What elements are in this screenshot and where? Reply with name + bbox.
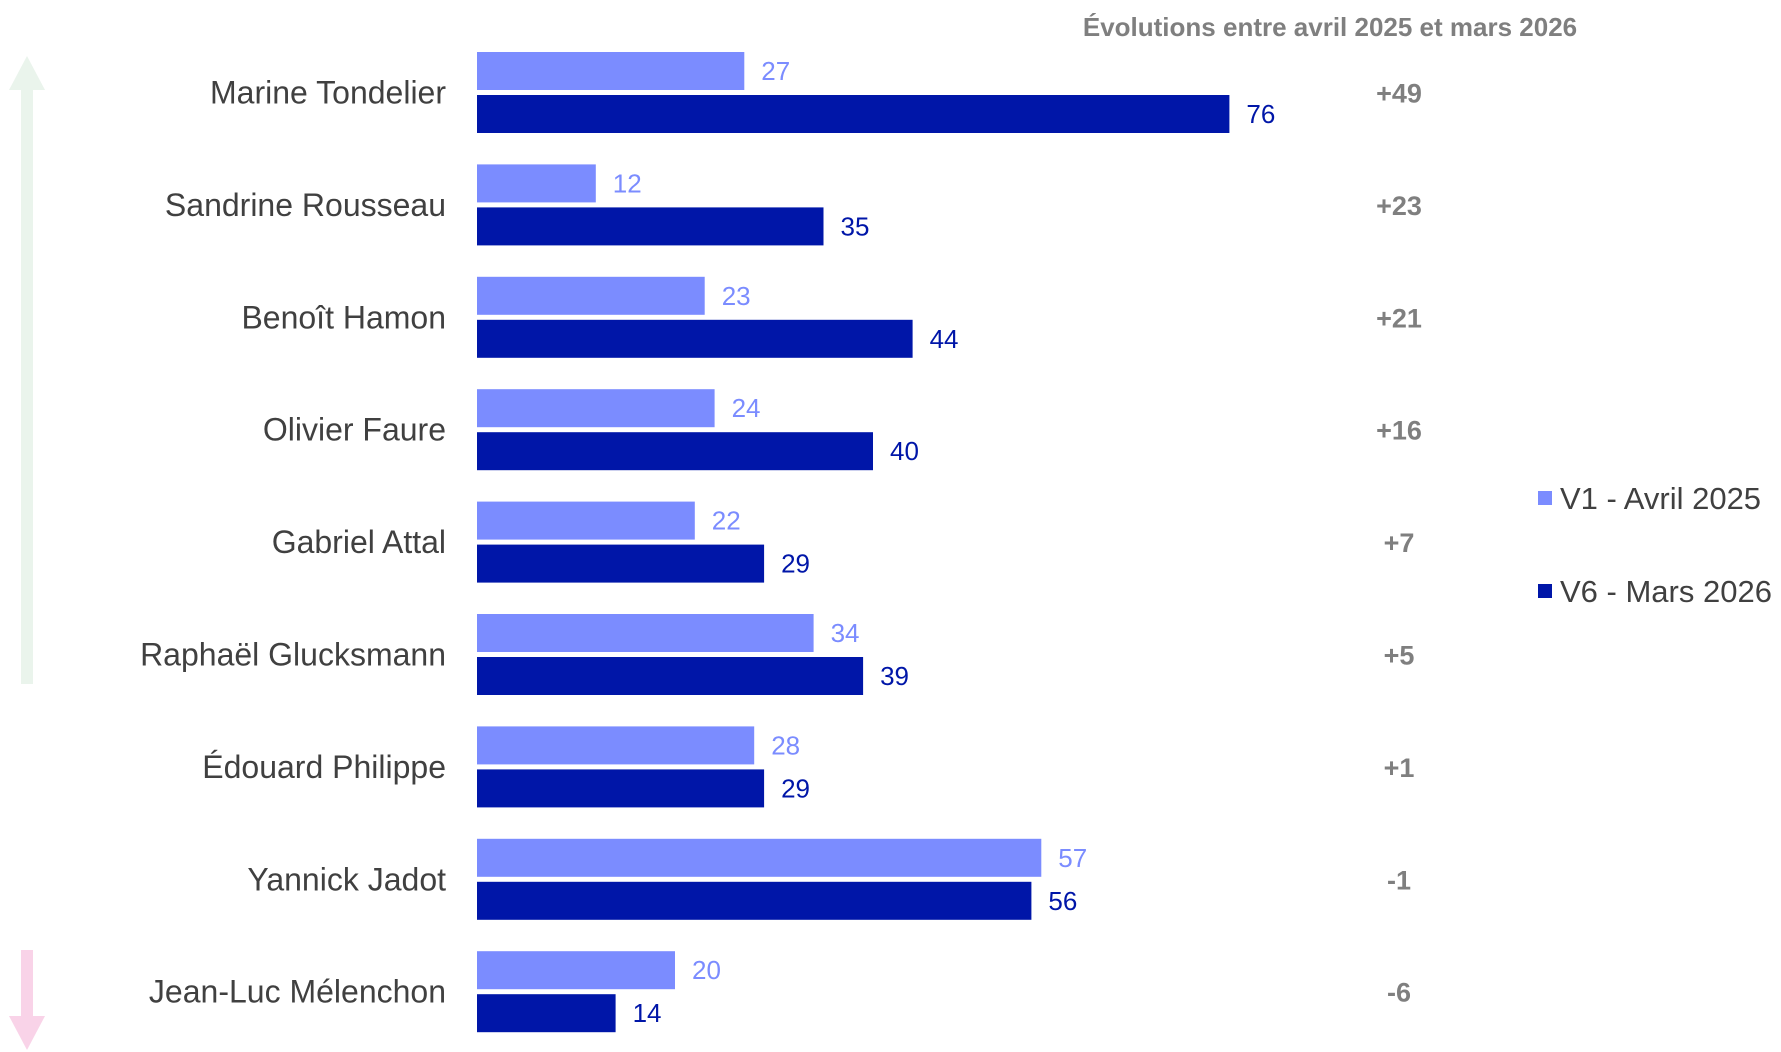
up-arrow-head [9, 56, 45, 90]
bar [477, 95, 1230, 133]
data-label: 23 [722, 281, 751, 311]
bar [477, 769, 765, 808]
data-label: 22 [712, 506, 741, 536]
data-label: 76 [1246, 99, 1275, 129]
up-arrow [21, 86, 33, 684]
evolution-value: +16 [1376, 416, 1422, 446]
legend-label: V6 - Mars 2026 [1560, 574, 1772, 609]
legend-swatch [1538, 584, 1552, 598]
bar [477, 52, 745, 90]
bar [477, 207, 824, 246]
bar [477, 501, 695, 540]
data-label: 40 [890, 436, 919, 466]
data-label: 29 [781, 549, 810, 579]
evolution-value: +49 [1376, 79, 1422, 109]
evolution-value: +23 [1376, 191, 1422, 221]
category-label: Jean-Luc Mélenchon [149, 974, 446, 1010]
evolution-value: -1 [1387, 865, 1411, 895]
bar [477, 994, 616, 1033]
data-label: 44 [930, 324, 959, 354]
category-label: Benoît Hamon [241, 299, 446, 335]
category-label: Marine Tondelier [210, 75, 446, 111]
bar [477, 164, 596, 203]
bar [477, 276, 705, 315]
bar [477, 319, 913, 358]
category-label: Yannick Jadot [247, 861, 446, 897]
bar [477, 838, 1042, 877]
bar [477, 657, 864, 695]
legend-label: V1 - Avril 2025 [1560, 481, 1761, 516]
down-arrow-head [9, 1016, 45, 1050]
data-label: 14 [633, 998, 662, 1028]
data-label: 56 [1048, 886, 1077, 916]
down-arrow [21, 950, 33, 1020]
bar [477, 544, 765, 583]
evolution-value: +7 [1384, 528, 1415, 558]
bar [477, 432, 873, 471]
data-label: 24 [732, 393, 761, 423]
bar [477, 726, 755, 765]
data-label: 39 [880, 661, 909, 691]
category-label: Édouard Philippe [202, 749, 446, 785]
evolution-value: +1 [1384, 753, 1415, 783]
bar [477, 951, 675, 990]
evolutions-title: Évolutions entre avril 2025 et mars 2026 [1082, 12, 1578, 42]
category-label: Olivier Faure [263, 412, 446, 448]
data-label: 28 [771, 730, 800, 760]
category-label: Raphaël Glucksmann [140, 637, 446, 673]
data-label: 57 [1058, 843, 1087, 873]
data-label: 12 [613, 168, 642, 198]
category-label: Sandrine Rousseau [165, 187, 446, 223]
evolution-value: +5 [1384, 641, 1415, 671]
data-label: 34 [831, 618, 860, 648]
data-label: 29 [781, 773, 810, 803]
evolution-value: +21 [1376, 303, 1422, 333]
data-label: 35 [841, 211, 870, 241]
category-label: Gabriel Attal [272, 524, 446, 560]
bar [477, 614, 814, 652]
legend-swatch [1538, 491, 1552, 505]
bar [477, 389, 715, 428]
data-label: 20 [692, 955, 721, 985]
bar [477, 881, 1032, 920]
evolution-value: -6 [1387, 978, 1411, 1008]
data-label: 27 [761, 56, 790, 86]
